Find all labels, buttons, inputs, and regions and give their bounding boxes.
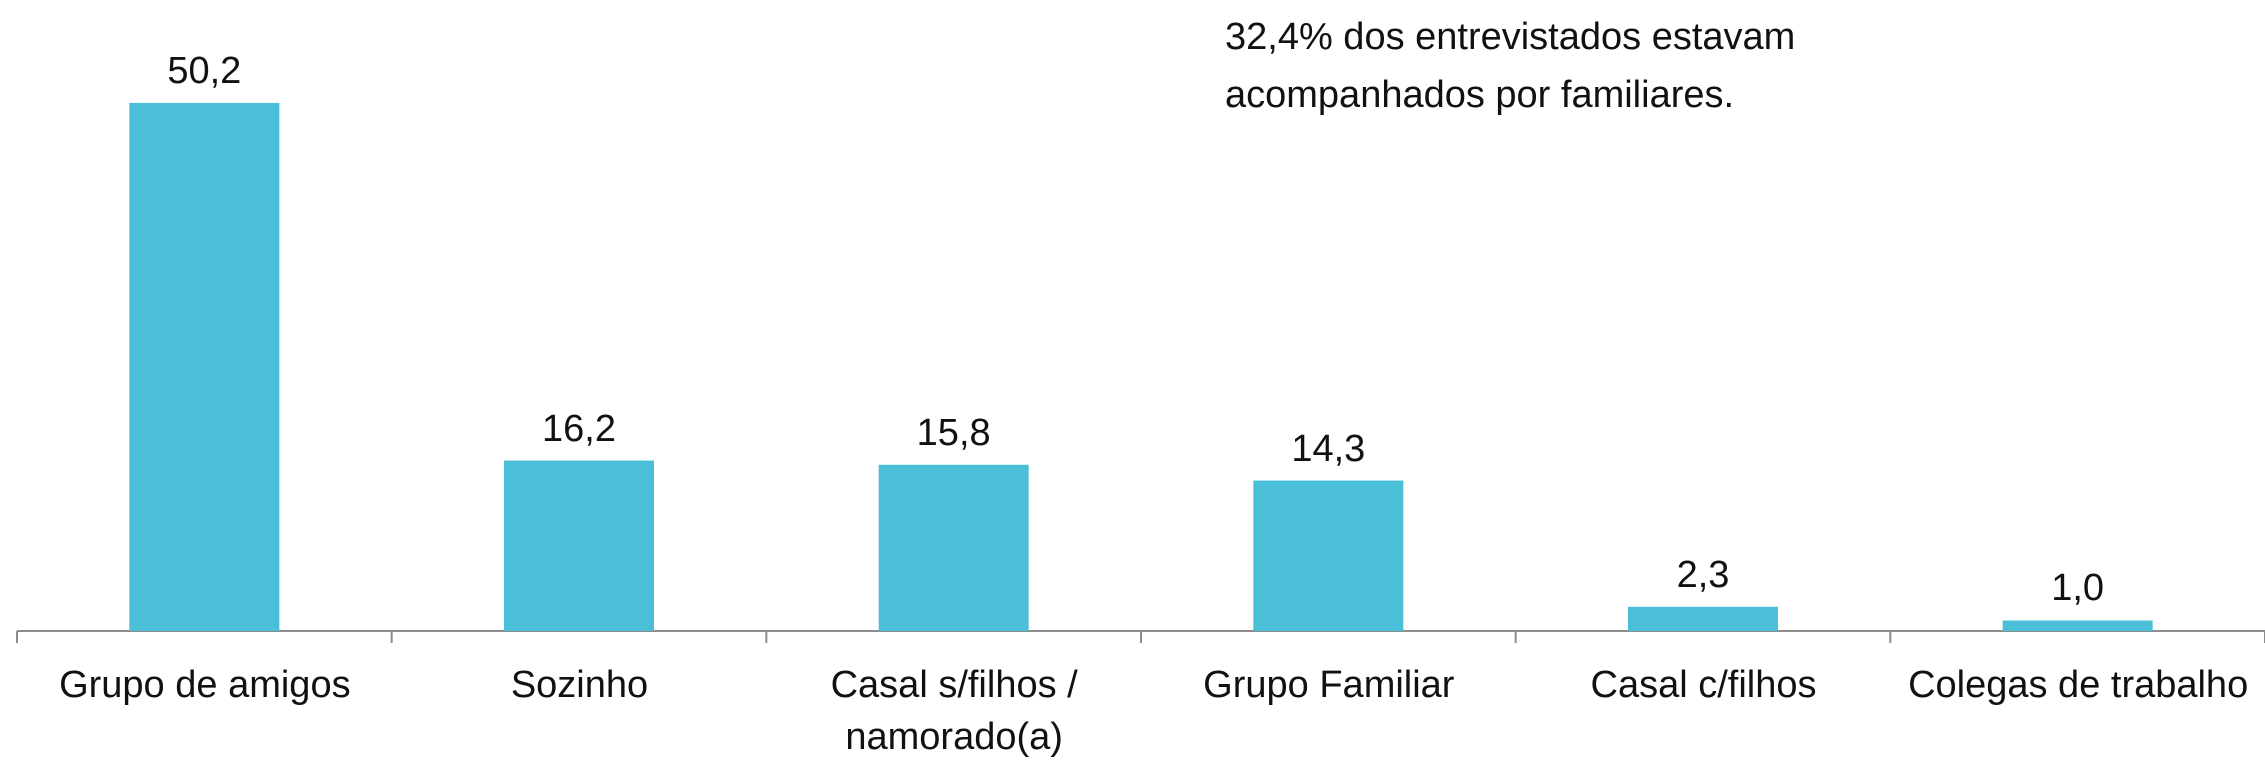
value-label: 2,3 [1676, 553, 1730, 596]
value-label: 50,2 [167, 49, 242, 92]
value-label: 15,8 [916, 411, 991, 454]
bar [1628, 606, 1778, 631]
x-tick-label: Colegas de trabalho [1908, 664, 2249, 706]
value-label: 16,2 [542, 407, 616, 450]
bar [129, 102, 280, 631]
x-tick-label: Casal c/filhos [1590, 664, 1817, 706]
x-tick-label: Sozinho [510, 664, 649, 706]
bar [878, 464, 1029, 631]
x-tick-label: Grupo de amigos [59, 664, 351, 706]
bar [504, 460, 654, 631]
annotation: 32,4% dos entrevistados estavam acompanh… [1225, 16, 1796, 116]
x-tick-label: Grupo Familiar [1203, 664, 1455, 706]
value-label: 14,3 [1291, 427, 1366, 470]
value-label: 1,0 [2051, 567, 2105, 610]
x-tick-label: Casal s/filhos / namorado(a) [830, 664, 1078, 758]
bar [1253, 480, 1404, 631]
bar [2002, 620, 2153, 631]
